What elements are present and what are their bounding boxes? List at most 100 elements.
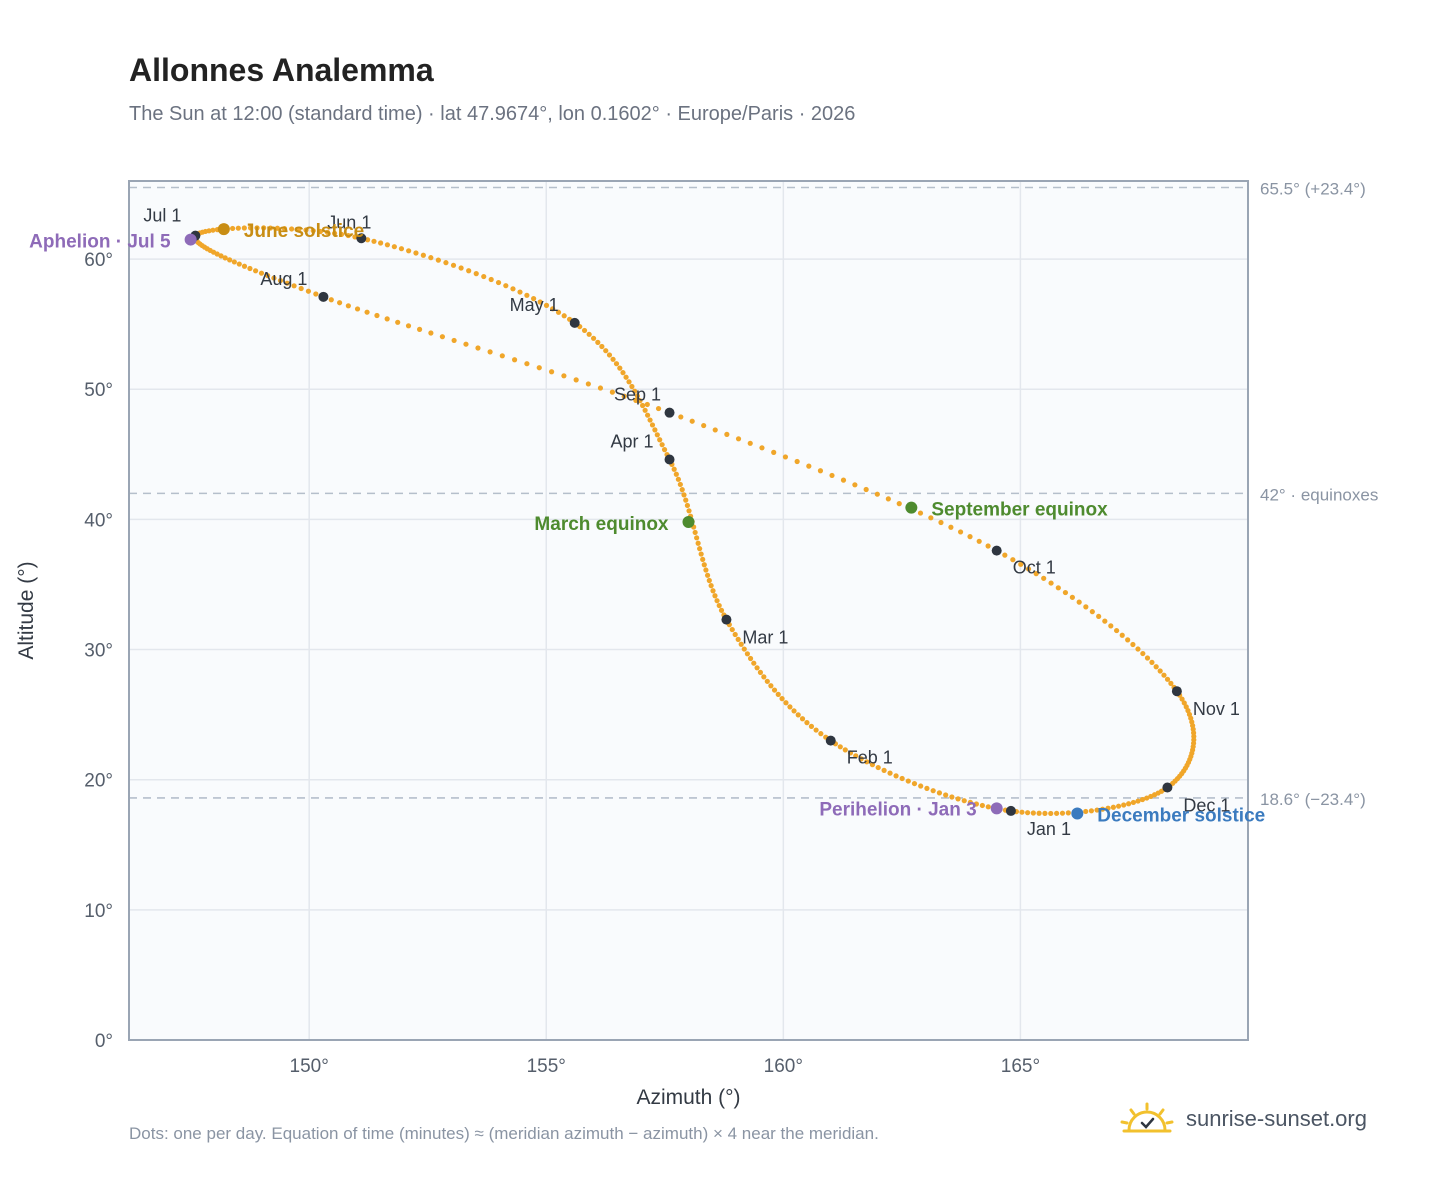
daily-dot — [840, 477, 847, 483]
daily-dot — [675, 476, 681, 482]
daily-dot — [241, 225, 247, 231]
daily-dot — [829, 472, 835, 479]
daily-dot — [938, 519, 944, 526]
daily-dot — [253, 268, 259, 274]
daily-dot — [1010, 557, 1016, 563]
daily-dot — [735, 436, 742, 442]
brand-logo[interactable]: sunrise-sunset.org — [1120, 1102, 1367, 1136]
daily-dot — [817, 468, 824, 474]
daily-dot — [1181, 700, 1187, 706]
daily-dot — [1099, 806, 1106, 812]
month-marker — [664, 454, 675, 465]
daily-dot — [1135, 646, 1141, 652]
daily-dot — [679, 487, 685, 493]
daily-dot — [623, 374, 629, 380]
daily-dot — [642, 407, 648, 413]
daily-dot — [374, 312, 380, 319]
daily-dot — [985, 543, 991, 549]
month-marker-label: May 1 — [510, 295, 559, 315]
event-label: Perihelion · Jan 3 — [819, 799, 976, 820]
daily-dot — [247, 225, 254, 231]
daily-dot — [1048, 580, 1054, 586]
daily-dot — [271, 275, 277, 281]
event-label: March equinox — [534, 514, 669, 535]
daily-dot — [1083, 808, 1089, 815]
daily-dot — [458, 265, 464, 271]
daily-dot — [1105, 805, 1111, 811]
daily-dot — [606, 352, 613, 358]
daily-dot — [1025, 566, 1032, 572]
daily-dot — [371, 238, 377, 244]
daily-dot — [621, 393, 627, 399]
daily-dot — [634, 393, 640, 399]
month-marker-label: Sep 1 — [614, 385, 661, 405]
chart-subtitle: The Sun at 12:00 (standard time) · lat 4… — [129, 103, 856, 125]
daily-dot — [227, 257, 233, 263]
daily-dot — [1019, 809, 1025, 815]
daily-dot — [384, 316, 390, 322]
daily-dot — [686, 508, 692, 514]
y-tick-label: 20° — [84, 771, 113, 792]
event-marker — [682, 515, 695, 528]
daily-dot — [613, 361, 620, 367]
daily-dot — [782, 454, 789, 460]
daily-dot — [277, 277, 284, 284]
y-tick-label: 0° — [95, 1031, 113, 1052]
daily-dot — [384, 242, 391, 248]
event-marker — [1071, 807, 1084, 820]
daily-dot — [291, 283, 297, 289]
daily-dot — [684, 502, 691, 509]
daily-dot — [1059, 810, 1066, 816]
daily-dot — [757, 669, 764, 675]
daily-dot — [617, 365, 623, 371]
daily-dot — [405, 323, 412, 329]
daily-dot — [729, 626, 735, 633]
daily-dot — [744, 651, 750, 657]
daily-dot — [681, 492, 687, 498]
daily-dot — [1125, 637, 1131, 643]
daily-dot — [503, 283, 509, 289]
daily-dot — [1025, 810, 1031, 816]
daily-dot — [1144, 655, 1151, 661]
daily-dot — [881, 767, 887, 773]
daily-dot — [254, 225, 260, 231]
daily-dot — [581, 327, 588, 334]
daily-dot — [439, 334, 446, 340]
daily-dot — [852, 482, 858, 488]
daily-dot — [924, 785, 930, 791]
daily-dot — [928, 515, 934, 521]
daily-dot — [585, 381, 591, 387]
daily-dot — [1041, 575, 1047, 581]
daily-dot — [768, 683, 774, 689]
daily-dot — [517, 289, 523, 295]
month-marker-label: Jul 1 — [143, 206, 181, 226]
y-tick-label: 10° — [84, 901, 113, 922]
daily-dot — [1121, 802, 1127, 808]
daily-dot — [378, 240, 384, 246]
daily-dot — [655, 405, 662, 412]
daily-dot — [973, 801, 979, 807]
daily-dot — [241, 263, 248, 269]
daily-dot — [1148, 793, 1154, 800]
daily-dot — [218, 253, 224, 259]
daily-dot — [957, 529, 964, 535]
daily-dot — [267, 225, 274, 231]
daily-dot — [1135, 798, 1141, 804]
daily-dot — [1157, 668, 1163, 674]
daily-dot — [499, 353, 505, 359]
daily-dot — [708, 583, 714, 589]
daily-dot — [751, 660, 757, 666]
daily-dot — [747, 440, 753, 446]
daily-dot — [313, 291, 319, 297]
daily-dot — [1062, 589, 1069, 596]
daily-dot — [869, 762, 876, 768]
month-marker — [569, 317, 580, 328]
daily-dot — [701, 562, 707, 568]
daily-dot — [210, 227, 216, 233]
daily-dot — [678, 414, 684, 420]
daily-dot — [804, 720, 810, 726]
x-tick-label: 150° — [290, 1056, 329, 1077]
daily-dot — [759, 445, 765, 451]
daily-dot — [712, 427, 718, 433]
daily-dot — [354, 306, 361, 312]
